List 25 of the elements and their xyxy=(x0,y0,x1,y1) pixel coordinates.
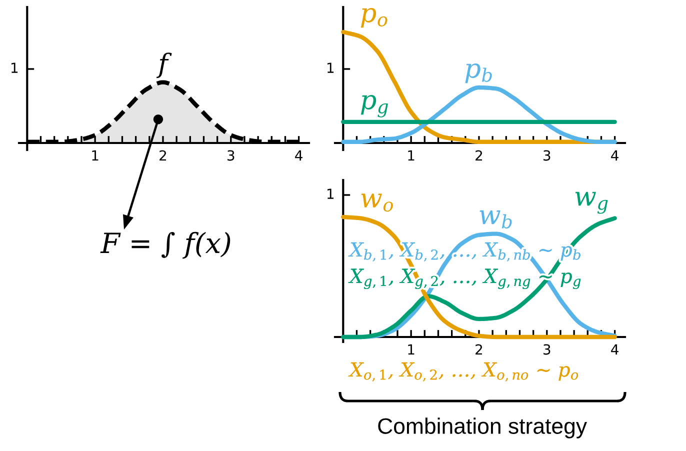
series-label: w$_{o}$ xyxy=(361,194,393,212)
text: 1 xyxy=(328,188,334,199)
text: X$_{o,1}$, X$_{o,2}$, …, X$_{o,no}$ ~ p$_{o}$ xyxy=(348,362,578,382)
text: 1 xyxy=(328,62,334,73)
series-label: p$_{o}$ xyxy=(360,8,388,28)
x-tick-label: 3 xyxy=(544,344,550,355)
x-tick-label: 3 xyxy=(544,150,550,161)
x-tick-label: 1 xyxy=(408,344,414,354)
x-tick-label: 4 xyxy=(611,344,618,354)
x-tick-label: 3 xyxy=(228,150,234,161)
x-tick-label: 2 xyxy=(476,150,482,160)
series-label: w$_{b}$ xyxy=(480,210,512,228)
series-label: f xyxy=(156,52,172,78)
series-label: p$_{b}$ xyxy=(465,64,492,84)
x-tick-label: 4 xyxy=(611,150,618,160)
x-tick-label: 2 xyxy=(476,344,482,354)
annotation: F = ∫ f(x) xyxy=(100,232,230,259)
x-tick-label: 1 xyxy=(408,150,414,160)
x-tick-label: 4 xyxy=(295,150,302,160)
series-label: w$_{g}$ xyxy=(575,192,608,214)
series-label: p$_{g}$ xyxy=(360,95,388,118)
x-tick-label: 2 xyxy=(160,150,166,160)
text: 1 xyxy=(12,62,18,73)
text: Combination strategy xyxy=(378,418,587,438)
x-tick-label: 1 xyxy=(92,150,98,160)
